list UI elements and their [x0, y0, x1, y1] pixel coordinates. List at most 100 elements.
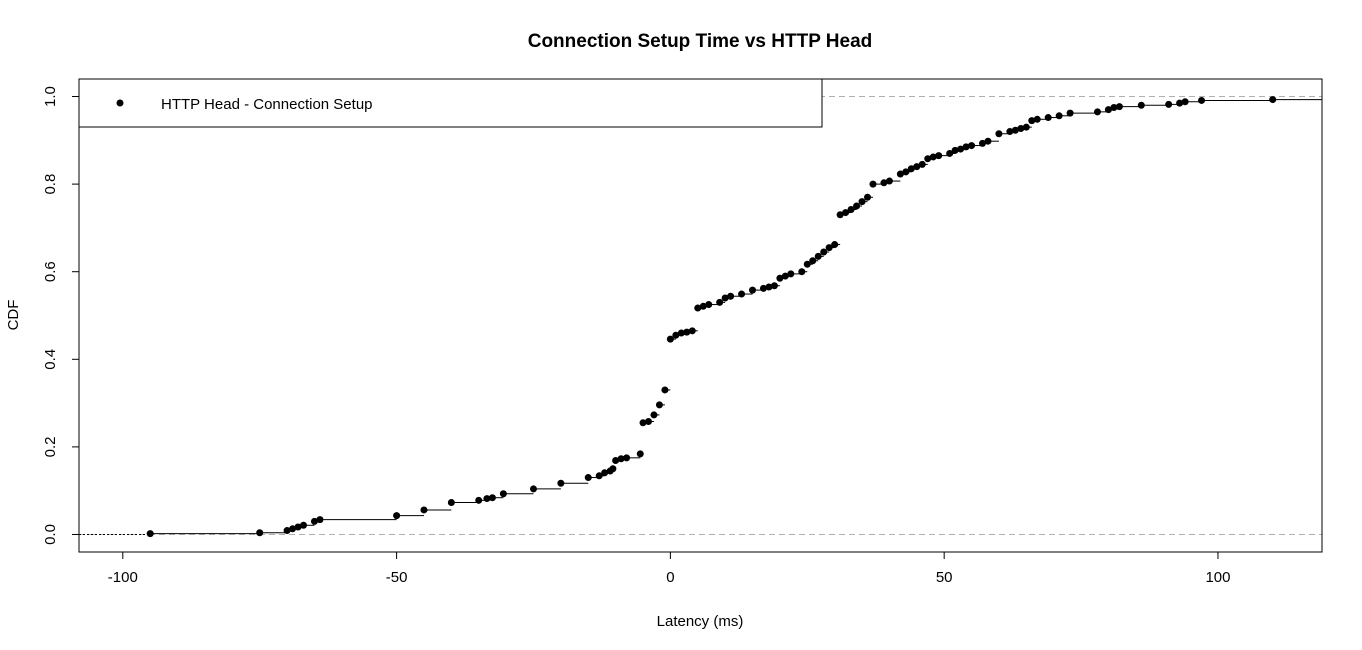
data-point — [300, 521, 308, 529]
data-point — [1044, 114, 1052, 122]
data-point — [759, 284, 767, 292]
data-point — [623, 454, 631, 462]
data-point — [1006, 128, 1014, 136]
data-point — [475, 496, 483, 504]
y-axis: 0.0 0.2 0.4 0.6 0.8 1.0 — [42, 86, 79, 545]
data-point — [831, 241, 839, 249]
legend: HTTP Head - Connection Setup — [78, 78, 823, 128]
data-point — [995, 130, 1003, 138]
data-point — [661, 386, 669, 394]
data-point — [1165, 100, 1173, 108]
data-point — [488, 494, 496, 502]
data-point — [896, 170, 904, 178]
data-point — [869, 180, 877, 188]
data-point — [858, 198, 866, 206]
ecdf-steps — [79, 99, 1322, 535]
data-point — [957, 145, 965, 153]
data-point — [787, 270, 795, 278]
data-point — [929, 153, 937, 161]
y-tick-label: 0.8 — [42, 174, 59, 195]
data-point — [935, 152, 943, 160]
data-point — [951, 146, 959, 154]
data-point — [913, 163, 921, 171]
data-point — [650, 411, 658, 419]
data-point — [1011, 126, 1019, 134]
data-point — [483, 495, 491, 503]
data-point — [984, 137, 992, 145]
data-point — [880, 179, 888, 187]
data-point — [738, 290, 746, 298]
data-point — [393, 512, 401, 520]
data-point — [447, 499, 455, 507]
legend-box — [78, 78, 823, 128]
legend-label: HTTP Head - Connection Setup — [161, 96, 373, 113]
data-point — [601, 469, 609, 477]
data-point — [809, 257, 817, 265]
data-point — [636, 450, 644, 458]
x-tick-label: 50 — [936, 569, 953, 586]
chart-title: Connection Setup Time vs HTTP Head — [528, 31, 873, 52]
data-point — [1181, 98, 1189, 106]
data-point — [814, 252, 822, 260]
data-point — [902, 168, 910, 176]
y-tick-label: 0.4 — [42, 349, 59, 370]
data-point — [529, 485, 537, 493]
data-point — [1137, 101, 1145, 109]
data-point — [847, 206, 855, 214]
y-axis-label: CDF — [5, 300, 22, 331]
data-point — [1017, 124, 1025, 132]
data-point — [1269, 96, 1277, 104]
x-tick-label: 100 — [1205, 569, 1230, 586]
data-point — [1104, 106, 1112, 114]
data-point — [310, 517, 318, 525]
data-point — [256, 529, 264, 537]
data-point — [705, 301, 713, 309]
data-point — [1033, 115, 1041, 123]
data-point — [1176, 99, 1184, 107]
data-point — [644, 417, 652, 425]
data-point — [639, 419, 647, 427]
data-point — [1055, 112, 1063, 120]
data-point — [836, 211, 844, 219]
data-point — [694, 304, 702, 312]
data-point — [853, 202, 861, 210]
data-point — [595, 472, 603, 480]
data-point — [765, 283, 773, 291]
y-tick-label: 1.0 — [42, 86, 59, 107]
data-point — [420, 506, 428, 514]
data-point — [1093, 108, 1101, 116]
data-point — [1110, 103, 1118, 111]
data-point — [825, 244, 833, 252]
data-point — [499, 490, 507, 498]
data-point — [1028, 117, 1036, 125]
data-point — [1115, 103, 1123, 111]
data-point — [979, 139, 987, 147]
data-point — [946, 149, 954, 157]
data-point — [770, 282, 778, 290]
data-point — [655, 401, 663, 409]
data-point — [721, 294, 729, 302]
data-point — [316, 516, 324, 524]
data-point — [820, 248, 828, 256]
data-point — [584, 474, 592, 482]
data-point — [864, 193, 872, 201]
data-point — [677, 329, 685, 337]
data-point — [798, 268, 806, 276]
data-point — [1022, 123, 1030, 131]
data-point — [699, 302, 707, 310]
legend-marker — [116, 99, 124, 107]
y-tick-label: 0.0 — [42, 524, 59, 545]
data-point — [283, 527, 291, 535]
data-point — [617, 455, 625, 463]
data-point — [918, 160, 926, 168]
x-tick-label: -100 — [108, 569, 138, 586]
data-point — [907, 165, 915, 173]
data-point — [842, 209, 850, 217]
x-axis: -100 -50 0 50 100 — [108, 552, 1230, 586]
x-tick-label: 0 — [666, 569, 674, 586]
data-point — [672, 331, 680, 339]
data-point — [727, 292, 735, 300]
data-point — [666, 335, 674, 343]
data-point — [776, 274, 784, 282]
